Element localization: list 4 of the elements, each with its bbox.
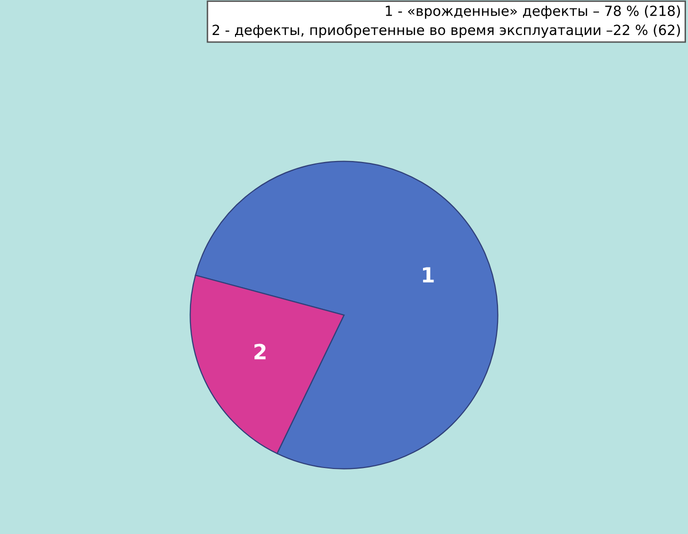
slice-label: 1 bbox=[423, 267, 434, 282]
text: 2 - дефекты, приобретенные во время эксплуатации –22 % (62) bbox=[212, 24, 680, 38]
slice-label: 2 bbox=[254, 344, 266, 360]
text: 1 - «врожденные» дефекты – 78 % (218) bbox=[386, 5, 680, 19]
